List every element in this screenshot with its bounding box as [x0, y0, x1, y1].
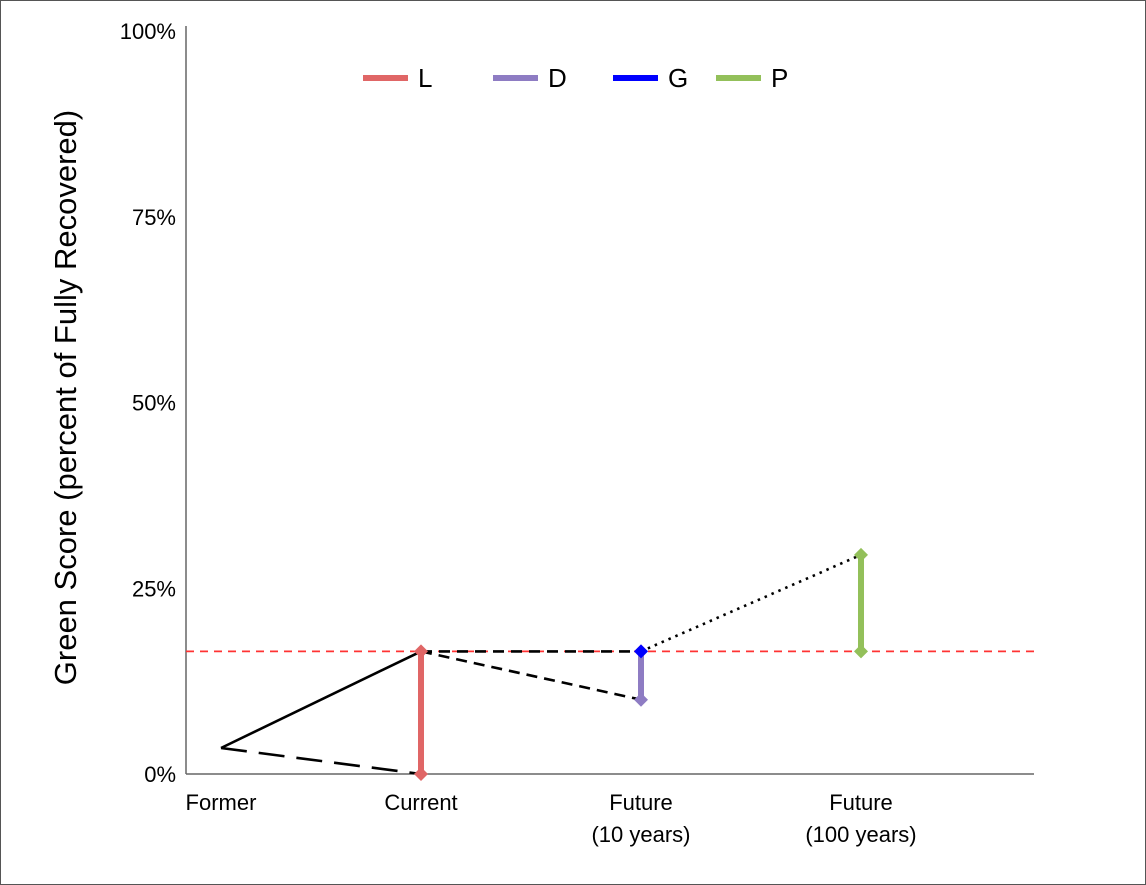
y-tick-label: 0% — [144, 762, 176, 787]
legend-label: L — [418, 63, 432, 93]
y-tick-label: 50% — [132, 391, 176, 416]
legend-label: P — [771, 63, 788, 93]
range-marker — [414, 644, 428, 659]
x-category-label: Future (10 years) — [591, 790, 690, 847]
y-axis-label: Green Score (percent of Fully Recovered) — [48, 110, 83, 685]
trajectory-line — [640, 553, 862, 653]
range-marker — [854, 547, 868, 562]
trajectory-line — [220, 746, 422, 776]
x-category-label: Former — [186, 790, 257, 815]
x-category-label: Current — [384, 790, 457, 815]
y-tick-label: 100% — [120, 19, 176, 44]
legend-label: G — [668, 63, 688, 93]
y-tick-label: 75% — [132, 205, 176, 230]
range-marker — [854, 644, 868, 659]
legend-label: D — [548, 63, 567, 93]
trajectory-line — [420, 650, 642, 701]
range-marker — [414, 767, 428, 781]
trajectory-line — [220, 650, 422, 750]
x-category-label: Future (100 years) — [805, 790, 916, 847]
range-marker — [634, 644, 648, 659]
range-marker — [634, 692, 648, 707]
y-tick-label: 25% — [132, 576, 176, 601]
